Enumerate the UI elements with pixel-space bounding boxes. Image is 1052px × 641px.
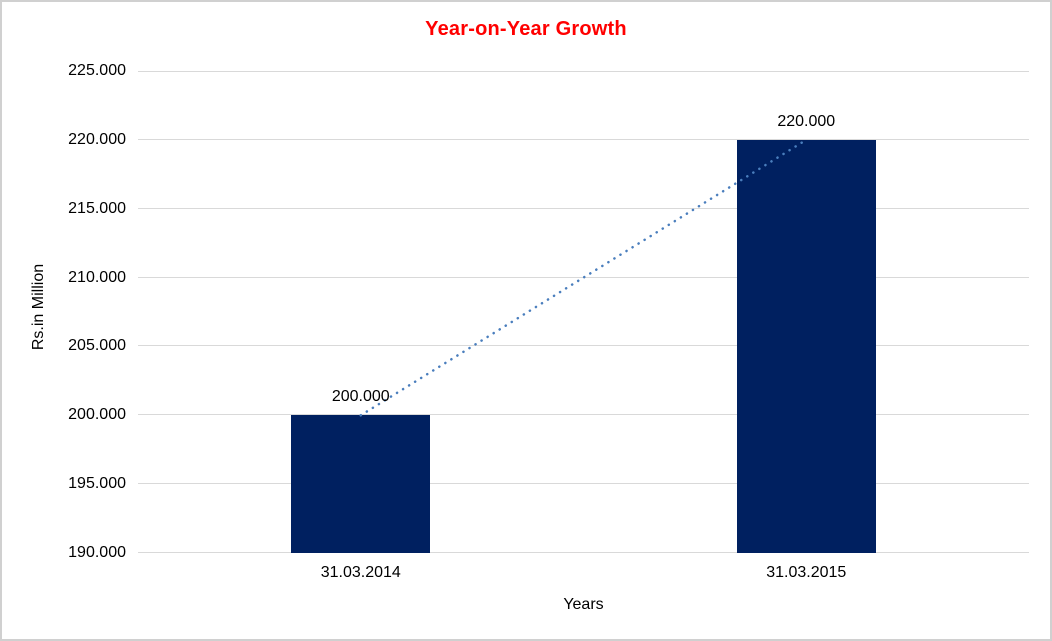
gridline [138,138,1029,140]
gridline [138,483,1029,485]
plot-area: 200.000 220.000 [138,71,1029,553]
y-tick-label: 200.000 [68,406,126,424]
x-axis-title: Years [563,596,604,613]
y-tick-label: 195.000 [68,475,126,493]
data-label: 220.000 [777,112,836,130]
gridline [138,207,1029,209]
bar-31.03.2014 [291,415,431,553]
data-label: 200.000 [331,388,390,406]
gridline [138,414,1029,416]
gridline [138,71,1029,72]
y-tick-label: 190.000 [68,544,126,561]
trendline [359,138,808,417]
chart-title: Year-on-Year Growth [425,18,627,40]
bar-31.03.2015 [736,139,876,553]
y-tick-label: 205.000 [68,337,126,355]
y-tick-label: 215.000 [68,199,126,217]
x-tick-label: 31.03.2014 [320,564,401,581]
gridline [138,345,1029,347]
x-tick-label: 31.03.2015 [766,564,847,581]
y-tick-label: 220.000 [68,130,126,148]
y-tick-label: 210.000 [68,268,126,286]
y-tick-label: 225.000 [68,62,126,79]
gridline [138,552,1029,553]
